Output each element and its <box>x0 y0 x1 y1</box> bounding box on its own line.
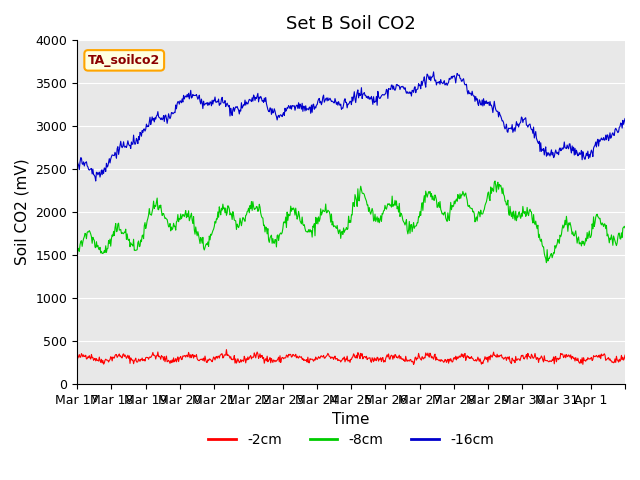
X-axis label: Time: Time <box>332 412 370 427</box>
Y-axis label: Soil CO2 (mV): Soil CO2 (mV) <box>15 159 30 265</box>
Legend: -2cm, -8cm, -16cm: -2cm, -8cm, -16cm <box>203 428 499 453</box>
Title: Set B Soil CO2: Set B Soil CO2 <box>286 15 416 33</box>
Text: TA_soilco2: TA_soilco2 <box>88 54 161 67</box>
